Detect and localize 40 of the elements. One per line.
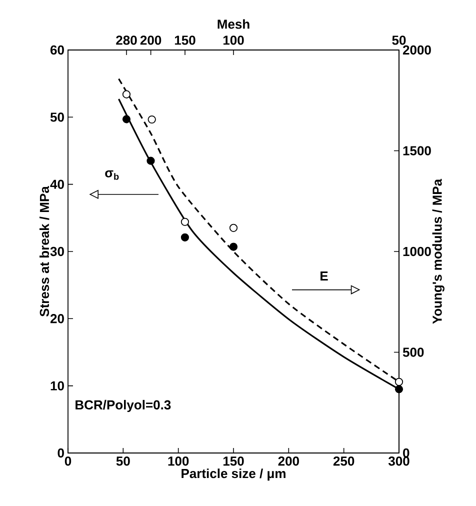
y-tick-label: 60 — [50, 45, 64, 55]
y-tick-label: 30 — [50, 246, 64, 256]
point — [180, 218, 189, 226]
annotation: 150 — [174, 36, 196, 45]
annotation: 280 — [116, 36, 137, 45]
x-tick-label: 150 — [223, 456, 244, 466]
point — [394, 378, 404, 386]
y2-tick-label: 0 — [403, 448, 410, 458]
point — [180, 233, 189, 242]
x2-axis-title: Mesh — [218, 19, 250, 29]
text: 50 — [392, 36, 406, 45]
annotation: BCR/Polyol=0.3 — [76, 400, 171, 412]
x-axis-title: Particle size / μm — [182, 468, 286, 481]
x-tick-label: 0 — [64, 456, 72, 466]
point — [146, 156, 155, 165]
point — [229, 224, 238, 232]
point — [122, 115, 131, 124]
x-tick-label: 250 — [333, 456, 354, 466]
y2-axis-title: Young's modulus / MPa — [432, 178, 444, 324]
y-tick-label: 0 — [58, 448, 64, 458]
x-tick-label: 300 — [388, 456, 410, 466]
annotation: 200 — [140, 36, 162, 45]
y2-tick-label: 2000 — [402, 45, 431, 55]
y-axis-title: Stress at break / MPa — [40, 186, 50, 317]
annotation: σ$_{b}$ — [105, 170, 119, 180]
y-tick-label: 10 — [50, 381, 64, 390]
annotation: 100 — [223, 36, 244, 45]
y2-tick-label: 1500 — [403, 146, 431, 156]
y-tick-label: 20 — [50, 314, 64, 324]
point — [229, 242, 238, 251]
annotation: E — [320, 272, 328, 280]
x-tick-label: 50 — [116, 456, 130, 466]
y2-tick-label: 500 — [402, 348, 424, 357]
x-tick-label: 100 — [168, 456, 189, 466]
x-tick-label: 200 — [278, 456, 299, 466]
y2-tick-label: 1000 — [403, 246, 431, 256]
y-tick-label: 50 — [50, 112, 64, 122]
point — [148, 115, 156, 124]
y-tick-label: 40 — [50, 180, 64, 189]
point — [122, 90, 131, 98]
